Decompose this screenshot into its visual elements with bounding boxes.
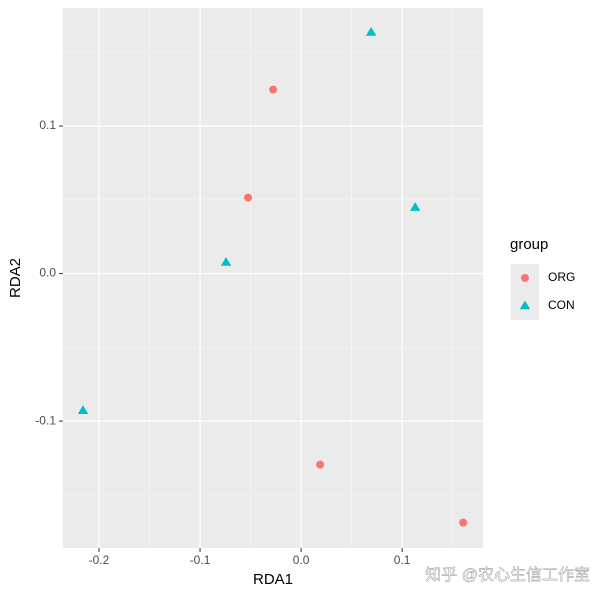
point	[459, 518, 468, 527]
panel	[63, 8, 483, 548]
point	[244, 193, 253, 202]
point	[316, 460, 325, 469]
y-tick-label: 0.0	[39, 266, 56, 280]
legend-symbol	[519, 300, 531, 310]
legend-label: CON	[548, 298, 575, 312]
point	[269, 85, 278, 94]
y-tick-label: 0.1	[39, 118, 56, 132]
y-tick-label: -0.1	[35, 413, 56, 427]
x-tick-label: 0.0	[293, 553, 310, 567]
legend-symbol	[521, 274, 529, 282]
legend-title: group	[510, 236, 548, 253]
point	[409, 202, 421, 211]
x-tick-label: -0.1	[190, 553, 211, 567]
y-axis-title: RDA2	[7, 258, 24, 298]
point	[77, 405, 89, 414]
x-tick-label: -0.2	[89, 553, 110, 567]
point	[365, 26, 377, 36]
point	[220, 257, 232, 266]
x-tick-label: 0.1	[394, 553, 411, 567]
x-axis-title: RDA1	[253, 571, 293, 588]
watermark: 知乎 @农心生信工作室	[425, 566, 590, 584]
legend-label: ORG	[548, 270, 575, 284]
